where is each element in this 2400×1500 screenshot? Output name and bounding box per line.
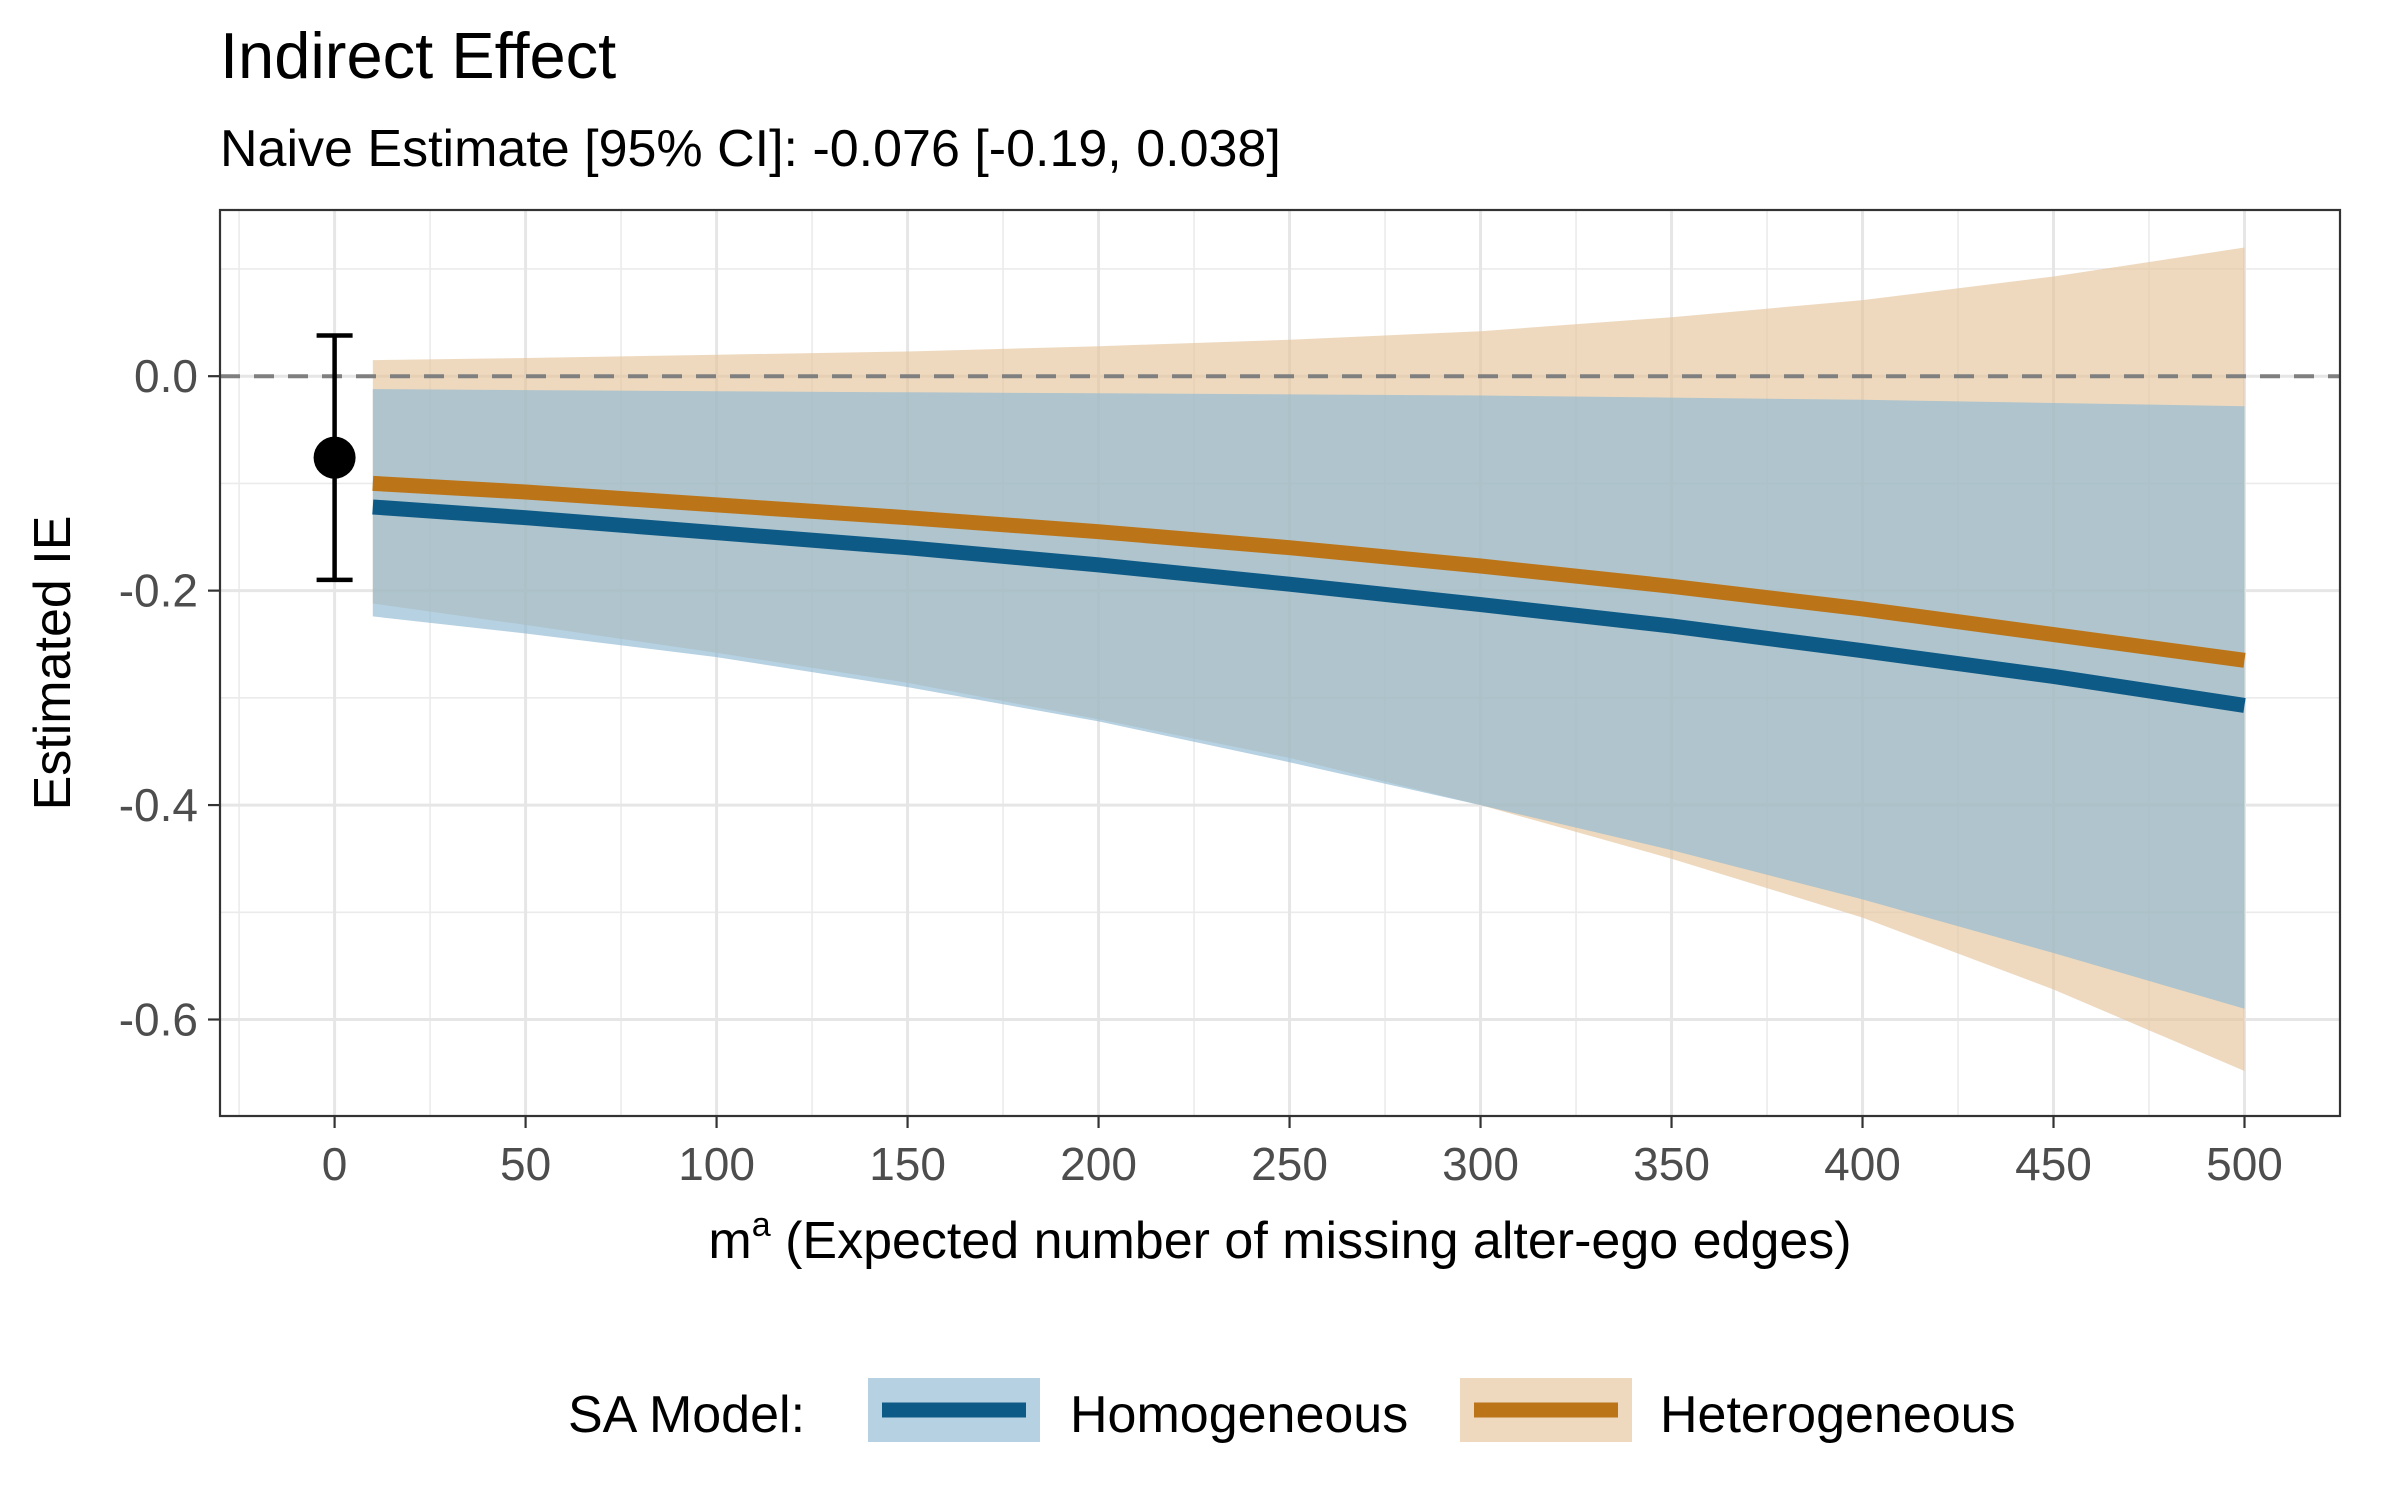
- x-axis-title-superscript: a: [752, 1206, 771, 1244]
- y-tick-label-0: 0.0: [134, 350, 198, 402]
- x-axis-title-rest: (Expected number of missing alter-ego ed…: [771, 1212, 1852, 1270]
- y-tick-label-2: -0.4: [119, 779, 198, 831]
- legend-label-homogeneous: Homogeneous: [1070, 1386, 1408, 1444]
- x-tick-label-8: 400: [1824, 1138, 1901, 1190]
- x-tick-label-3: 150: [869, 1138, 946, 1190]
- x-tick-label-2: 100: [678, 1138, 755, 1190]
- x-tick-label-10: 500: [2206, 1138, 2283, 1190]
- x-tick-label-0: 0: [322, 1138, 348, 1190]
- plot-panel: [218, 208, 2342, 1118]
- line-homogeneous: [372, 499, 2246, 713]
- legend-label-heterogeneous: Heterogeneous: [1660, 1386, 2016, 1444]
- x-tick-label-1: 50: [500, 1138, 551, 1190]
- chart-title: Indirect Effect: [220, 19, 616, 92]
- x-axis-title-main: m: [708, 1212, 751, 1270]
- panel-border: [218, 208, 2342, 1118]
- estimate-lines: [372, 475, 2246, 713]
- naive-estimate: [313, 333, 356, 583]
- x-tick-label-7: 350: [1633, 1138, 1710, 1190]
- naive-point: [313, 436, 356, 479]
- x-tick-label-9: 450: [2015, 1138, 2092, 1190]
- y-tick-label-3: -0.6: [119, 994, 198, 1046]
- legend-title: SA Model:: [568, 1386, 805, 1444]
- x-axis-title: ma (Expected number of missing alter-ego…: [708, 1206, 1851, 1270]
- x-tick-label-5: 250: [1251, 1138, 1328, 1190]
- y-axis-title: Estimated IE: [24, 516, 82, 811]
- chart-subtitle: Naive Estimate [95% CI]: -0.076 [-0.19, …: [220, 120, 1281, 178]
- x-axis: 0 50 100 150 200 250 300 350 400 450 500: [322, 1116, 2283, 1190]
- y-tick-label-1: -0.2: [119, 565, 198, 617]
- x-tick-label-4: 200: [1060, 1138, 1137, 1190]
- x-tick-label-6: 300: [1442, 1138, 1519, 1190]
- line-heterogeneous: [372, 475, 2246, 668]
- y-axis: 0.0 -0.2 -0.4 -0.6: [119, 350, 220, 1046]
- legend: SA Model: Homogeneous Heterogeneous: [568, 1378, 2016, 1444]
